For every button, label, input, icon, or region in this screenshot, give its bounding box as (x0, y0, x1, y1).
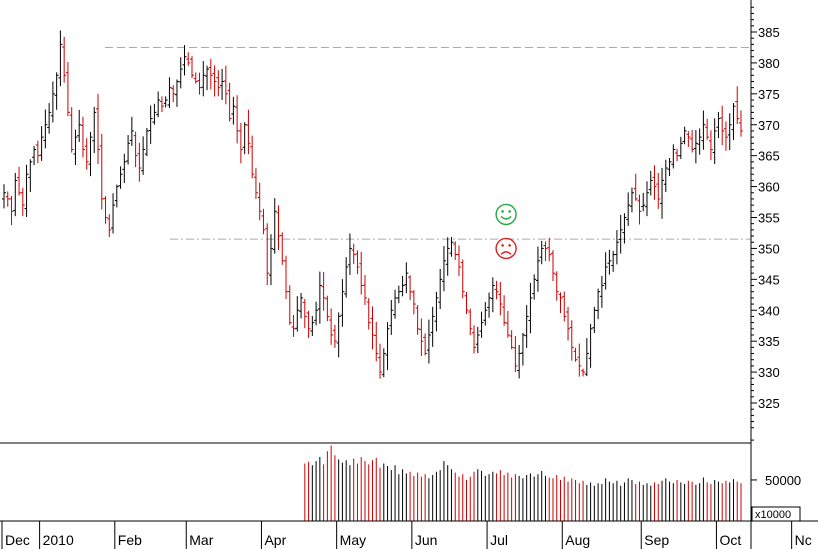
month-label: Nc (795, 532, 812, 548)
month-label: Apr (264, 532, 286, 548)
price-tick-label: 340 (758, 303, 780, 318)
price-tick-label: 350 (758, 241, 780, 256)
month-label: Oct (719, 532, 741, 548)
smiley-eye (508, 244, 511, 247)
price-tick-label: 370 (758, 118, 780, 133)
month-label: Mar (189, 532, 213, 548)
volume-unit-label: x10000 (755, 509, 791, 521)
month-axis: Dec 2010 Feb Mar Apr May Jun Jul Aug Sep Oct Nc (1, 521, 812, 549)
price-tick-label: 330 (758, 365, 780, 380)
price-tick-label: 345 (758, 272, 780, 287)
happy-smiley-icon (495, 203, 517, 226)
month-label: Jun (415, 532, 438, 548)
price-candles (2, 30, 743, 379)
reference-lines (105, 46, 751, 240)
month-label: Jul (490, 532, 508, 548)
smiley-eye (501, 210, 504, 213)
volume-axis: 50000 x10000 (751, 473, 801, 522)
smiley-face (495, 203, 517, 226)
volume-unit-box (751, 506, 801, 522)
price-tick-label: 335 (758, 334, 780, 349)
smiley-face (495, 237, 517, 260)
price-tick-label: 365 (758, 149, 780, 164)
annotations (495, 203, 517, 260)
month-label: Feb (118, 532, 142, 548)
price-tick-label: 325 (758, 396, 780, 411)
price-tick-label: 385 (758, 25, 780, 40)
smiley-mouth (500, 215, 512, 220)
month-label: Aug (565, 532, 590, 548)
price-tick-label: 375 (758, 87, 780, 102)
sad-smiley-icon (495, 237, 517, 260)
month-label: May (340, 532, 366, 548)
month-label: 2010 (43, 532, 74, 548)
price-tick-label: 380 (758, 56, 780, 71)
month-label: Sep (644, 532, 669, 548)
smiley-eye (501, 244, 504, 247)
price-tick-label: 355 (758, 211, 780, 226)
smiley-mouth (500, 251, 512, 255)
price-tick-label: 360 (758, 180, 780, 195)
price-axis: 325 330 335 340 345 350 355 360 365 370 375 380 385 (751, 6, 780, 441)
smiley-eye (508, 210, 511, 213)
volume-bars (304, 445, 742, 521)
month-label: Dec (5, 532, 30, 548)
volume-tick-label: 50000 (765, 473, 801, 488)
